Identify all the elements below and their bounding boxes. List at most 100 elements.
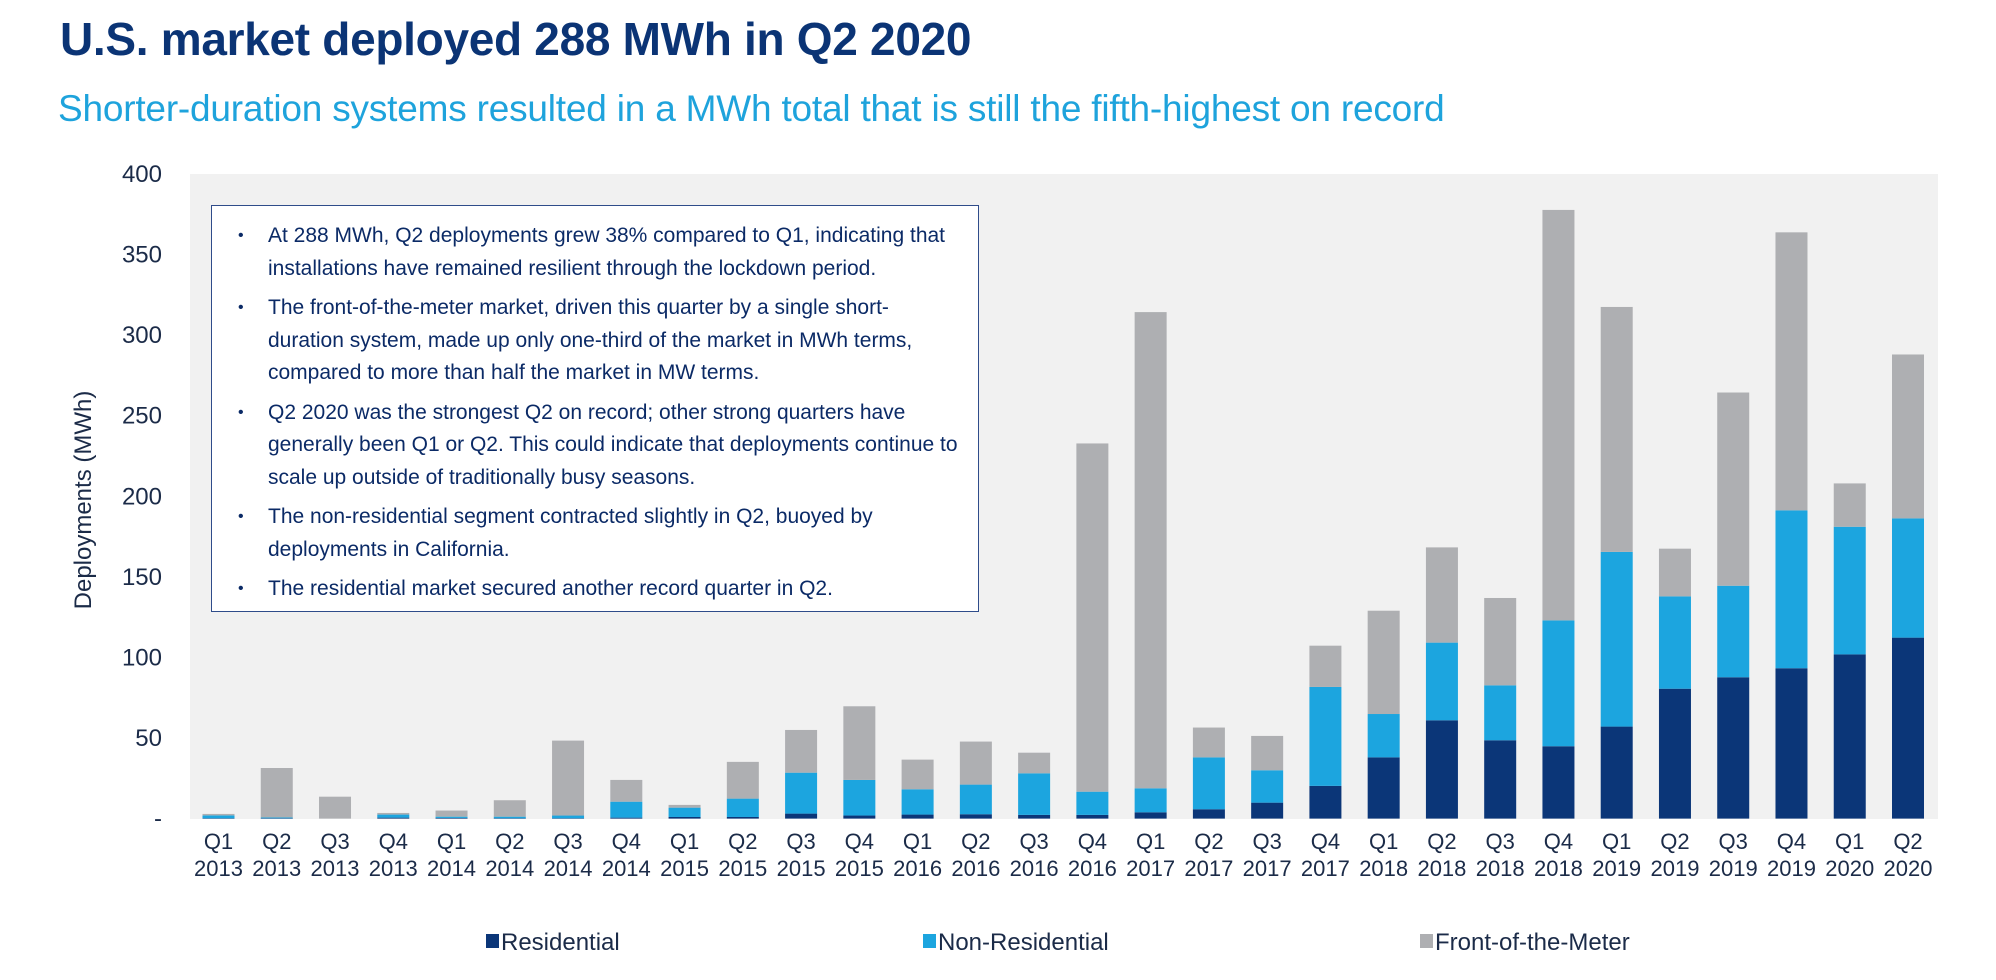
x-tick-quarter: Q3 <box>1252 829 1281 854</box>
bar-residential <box>1892 637 1924 819</box>
bar-non-residential <box>377 814 410 818</box>
legend-label-front-of-the-meter: Front-of-the-Meter <box>1435 929 1630 956</box>
y-tick-label: - <box>154 806 162 833</box>
legend-label-residential: Residential <box>501 929 620 956</box>
x-tick-year: 2013 <box>311 856 360 881</box>
bar-front-of-the-meter <box>1076 443 1109 792</box>
x-tick-quarter: Q3 <box>1719 829 1748 854</box>
takeaway-text: Q2 2020 was the strongest Q2 on record; … <box>268 400 958 489</box>
bar-non-residential <box>1658 596 1691 689</box>
bar-front-of-the-meter <box>1892 354 1924 519</box>
bar-front-of-the-meter <box>377 812 410 815</box>
bar-non-residential <box>260 817 293 819</box>
legend: Residential Non-Residential Front-of-the-M… <box>486 929 1630 956</box>
bar-front-of-the-meter <box>1717 392 1750 586</box>
bar-non-residential <box>1775 510 1808 669</box>
y-tick-label: 350 <box>122 242 162 269</box>
x-tick-year: 2019 <box>1709 856 1758 881</box>
bar-front-of-the-meter <box>1192 727 1225 758</box>
x-tick-year: 2018 <box>1476 856 1525 881</box>
takeaway-item: • The residential market secured another … <box>232 573 958 606</box>
bar-non-residential <box>1367 714 1400 758</box>
bar-non-residential <box>1892 518 1924 638</box>
bar-residential <box>1309 785 1342 819</box>
bar-front-of-the-meter <box>901 759 934 790</box>
bar-non-residential <box>610 801 643 818</box>
x-tick-quarter: Q1 <box>670 829 699 854</box>
takeaway-text: The non-residential segment contracted s… <box>268 505 873 561</box>
takeaway-text: The front-of-the-meter market, driven th… <box>268 296 913 384</box>
bar-residential <box>668 816 701 819</box>
bar-residential <box>260 818 293 819</box>
x-tick-quarter: Q2 <box>1660 829 1689 854</box>
x-tick-quarter: Q2 <box>961 829 990 854</box>
x-tick-quarter: Q2 <box>1194 829 1223 854</box>
x-tick-year: 2019 <box>1592 856 1641 881</box>
takeaway-text: The residential market secured another r… <box>268 577 833 600</box>
x-tick-year: 2015 <box>718 856 767 881</box>
bar-residential <box>1251 802 1284 819</box>
x-tick-year: 2018 <box>1359 856 1408 881</box>
x-tick-year: 2015 <box>777 856 826 881</box>
x-tick-year: 2015 <box>660 856 709 881</box>
x-tick-year: 2020 <box>1884 856 1933 881</box>
bar-residential <box>1192 809 1225 819</box>
takeaway-item: • At 288 MWh, Q2 deployments grew 38% com… <box>232 220 958 285</box>
bullet-icon: • <box>238 508 244 525</box>
x-tick-quarter: Q3 <box>553 829 582 854</box>
x-tick-quarter: Q3 <box>786 829 815 854</box>
x-tick-quarter: Q4 <box>845 829 874 854</box>
bar-non-residential <box>1134 788 1167 813</box>
bar-front-of-the-meter <box>1833 483 1866 527</box>
x-tick-quarter: Q3 <box>1486 829 1515 854</box>
x-tick-year: 2019 <box>1767 856 1816 881</box>
x-tick-year: 2013 <box>369 856 418 881</box>
bar-residential <box>1425 720 1458 819</box>
bar-residential <box>1134 812 1167 819</box>
bar-non-residential <box>726 798 759 817</box>
legend-label-non-residential: Non-Residential <box>938 929 1109 956</box>
bar-residential <box>377 817 410 819</box>
bar-front-of-the-meter <box>843 706 876 780</box>
bar-residential <box>1775 668 1808 819</box>
bar-residential <box>959 814 992 819</box>
bar-residential <box>726 816 759 819</box>
chart-subtitle: Shorter-duration systems resulted in a M… <box>58 88 1445 129</box>
y-axis: - 50 100 150 200 250 300 350 400 <box>122 161 162 833</box>
bar-residential <box>785 813 818 819</box>
x-tick-quarter: Q3 <box>1019 829 1048 854</box>
bar-non-residential <box>843 779 876 816</box>
bar-front-of-the-meter <box>1484 597 1517 686</box>
bullet-icon: • <box>238 403 244 421</box>
x-tick-quarter: Q1 <box>1835 829 1864 854</box>
bullet-icon: • <box>238 299 244 316</box>
bar-non-residential <box>901 789 934 815</box>
bar-front-of-the-meter <box>959 741 992 785</box>
bar-front-of-the-meter <box>202 813 235 816</box>
bar-front-of-the-meter <box>668 804 701 808</box>
bullet-icon: • <box>238 227 244 244</box>
bar-residential <box>901 814 934 819</box>
x-tick-year: 2020 <box>1825 856 1874 881</box>
bar-non-residential <box>1484 685 1517 741</box>
x-tick-quarter: Q4 <box>1311 829 1340 854</box>
bar-residential <box>1600 726 1633 819</box>
x-tick-quarter: Q3 <box>320 829 349 854</box>
x-tick-year: 2015 <box>835 856 884 881</box>
bar-residential <box>493 818 526 819</box>
bar-front-of-the-meter <box>726 761 759 799</box>
x-tick-year: 2017 <box>1243 856 1292 881</box>
x-tick-quarter: Q4 <box>612 829 641 854</box>
bar-front-of-the-meter <box>1134 312 1167 789</box>
bar-front-of-the-meter <box>1018 752 1051 774</box>
bullet-icon: • <box>238 580 244 597</box>
bar-front-of-the-meter <box>1251 735 1284 771</box>
x-tick-year: 2016 <box>1068 856 1117 881</box>
x-tick-quarter: Q4 <box>1777 829 1806 854</box>
bar-non-residential <box>1600 551 1633 727</box>
bar-front-of-the-meter <box>610 779 643 802</box>
bar-non-residential <box>668 807 701 817</box>
bar-non-residential <box>1076 791 1109 815</box>
x-tick-quarter: Q4 <box>1078 829 1107 854</box>
x-tick-year: 2016 <box>893 856 942 881</box>
